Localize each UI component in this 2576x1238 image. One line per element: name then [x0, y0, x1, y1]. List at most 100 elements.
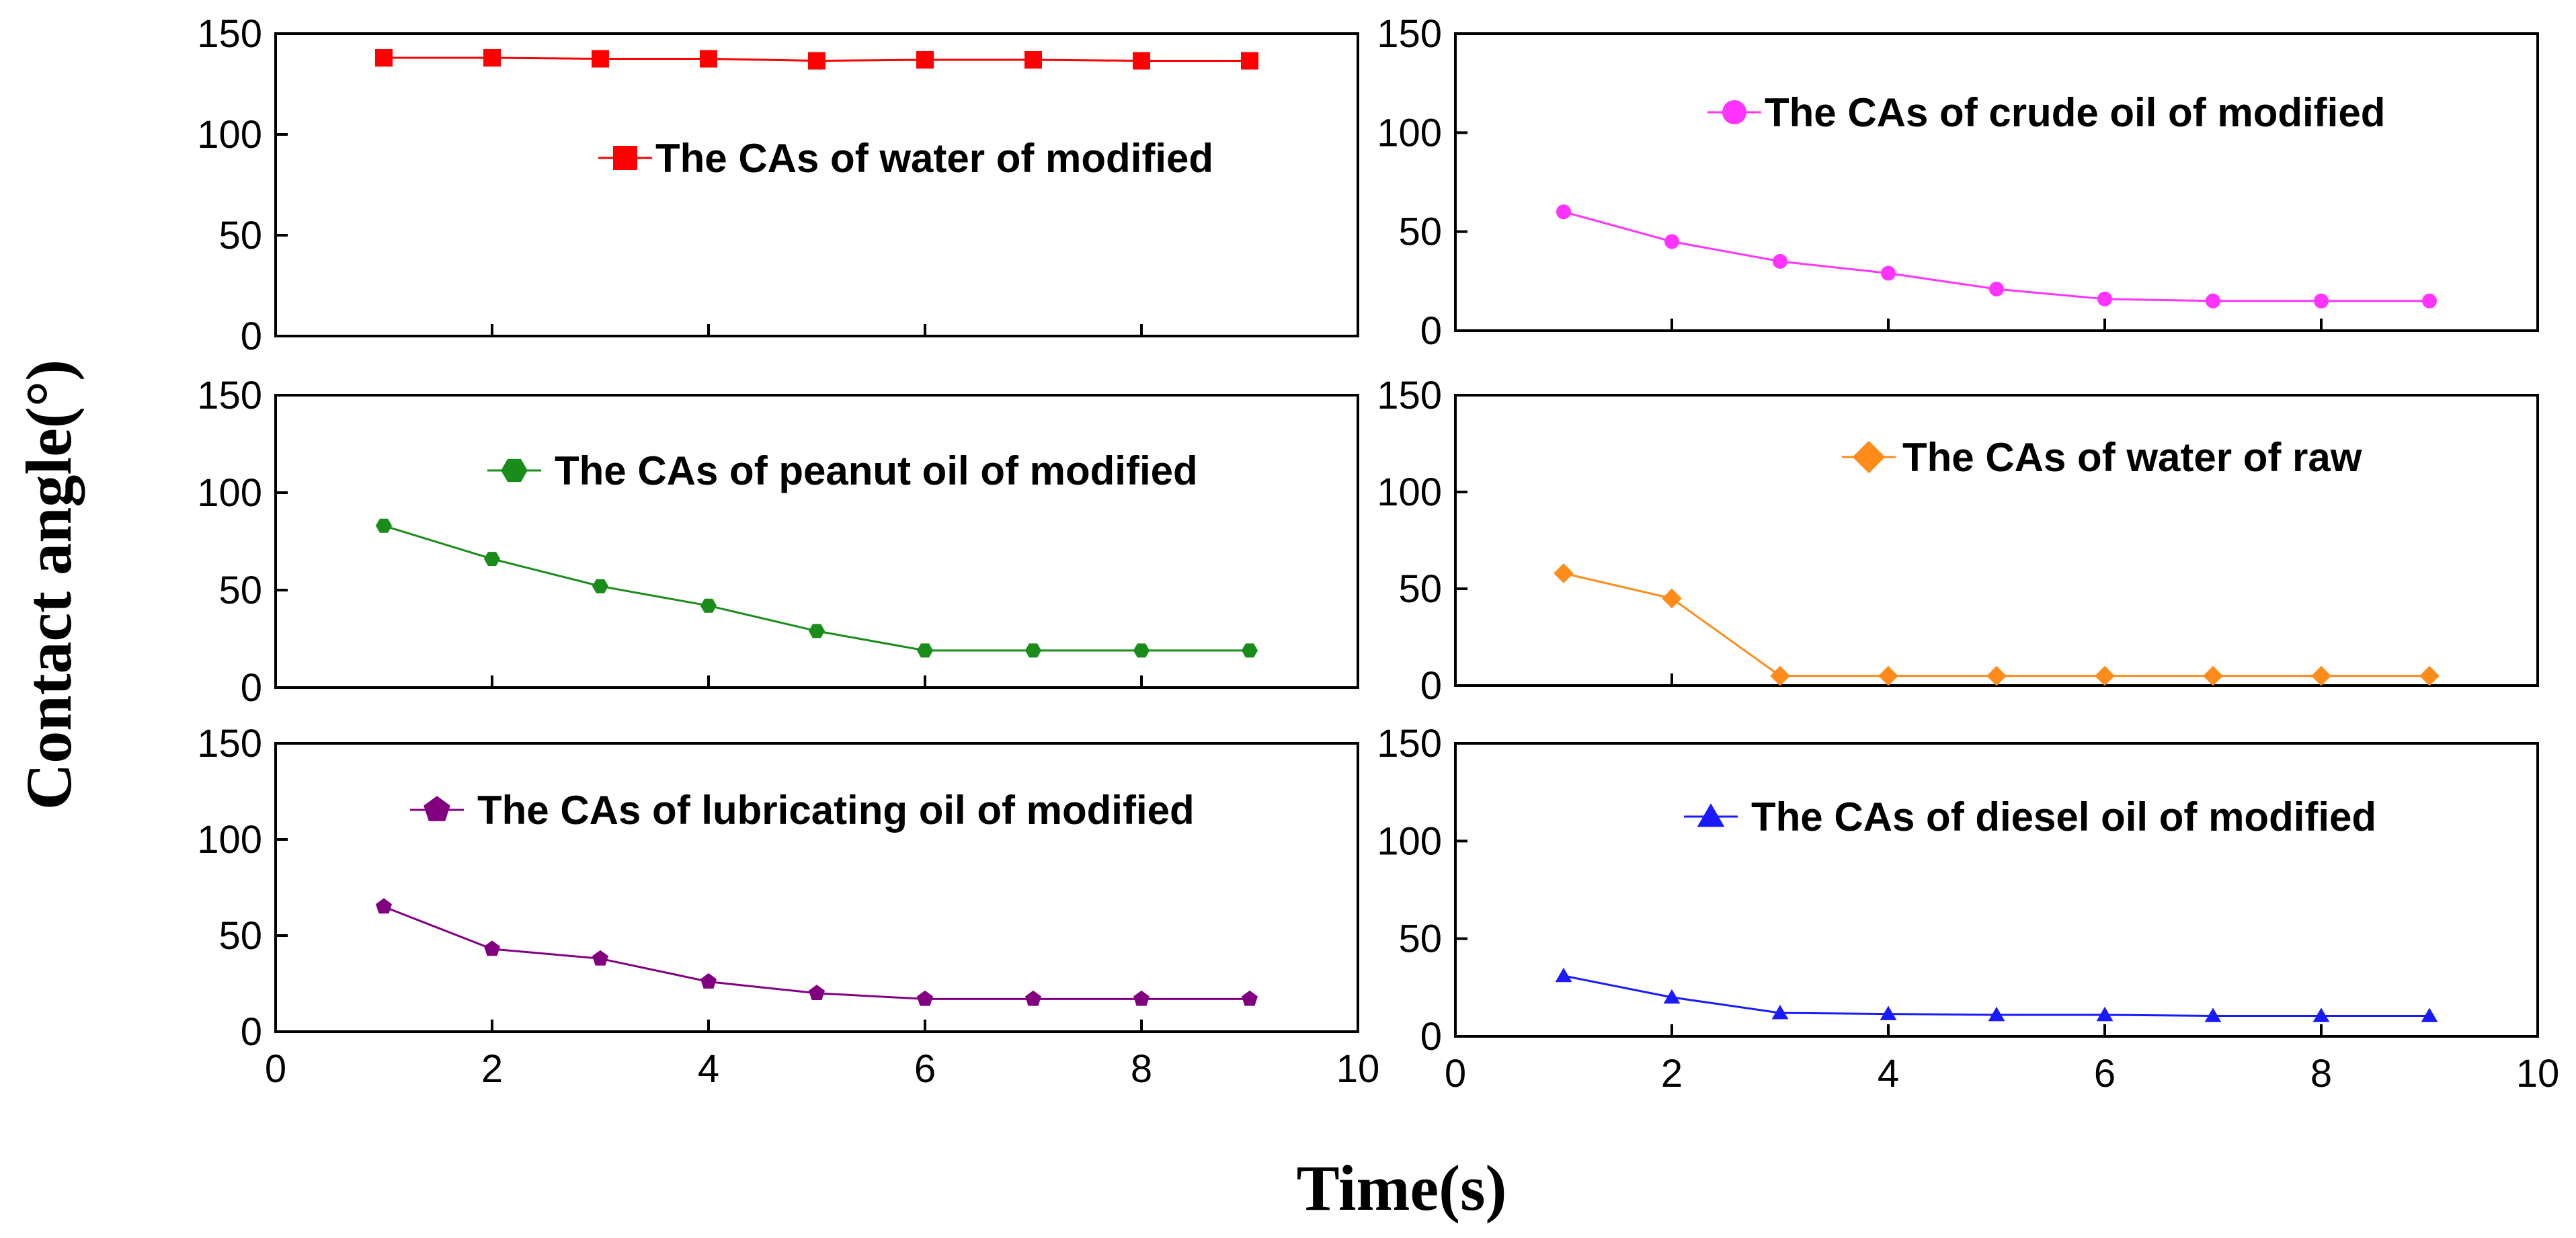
data-point — [376, 898, 392, 914]
data-point — [1024, 51, 1042, 69]
data-point — [1242, 990, 1258, 1006]
legend-marker — [1697, 803, 1725, 827]
y-tick-label: 50 — [218, 214, 262, 257]
plot-frame — [274, 742, 1359, 1033]
data-point — [808, 52, 826, 70]
y-tick-label: 100 — [1377, 111, 1442, 155]
y-tick-label: 100 — [1377, 470, 1442, 514]
legend-label: The CAs of crude oil of modified — [1765, 90, 2385, 135]
data-point — [916, 643, 934, 658]
data-point — [483, 49, 501, 67]
x-tick-label: 2 — [481, 1047, 503, 1091]
legend-label: The CAs of peanut oil of modified — [555, 448, 1198, 493]
data-point — [1988, 1006, 2005, 1022]
legend-marker — [613, 146, 637, 170]
data-point — [484, 940, 500, 956]
legend-marker — [501, 458, 528, 483]
y-tick-label: 0 — [241, 666, 262, 710]
panel-2: 0 50 100 150 The CAs of crude oil of modifie… — [1377, 12, 2539, 353]
data-point — [1025, 990, 1041, 1006]
y-tick-label: 150 — [197, 374, 262, 417]
x-tick-label: 10 — [2516, 1052, 2560, 1096]
data-point — [1664, 234, 1679, 249]
data-point — [2095, 665, 2115, 686]
data-point — [1663, 989, 1681, 1004]
data-point — [1881, 265, 1896, 281]
data-point — [1554, 563, 1574, 583]
data-point — [1989, 282, 2004, 297]
plot-frame — [1454, 32, 2539, 332]
x-tick-label: 8 — [1131, 1047, 1152, 1091]
data-point — [2419, 665, 2440, 686]
y-tick-label: 150 — [1377, 374, 1442, 417]
data-point — [2311, 665, 2331, 686]
legend-label: The CAs of diesel oil of modified — [1751, 794, 2376, 839]
data-point — [2206, 293, 2220, 308]
x-tick-label: 0 — [265, 1047, 286, 1091]
data-point — [1241, 52, 1258, 70]
x-axis-title: Time(s) — [1297, 1152, 1507, 1224]
data-point — [375, 518, 393, 533]
legend-marker — [1722, 100, 1746, 124]
data-point — [2203, 665, 2223, 686]
y-tick-label: 50 — [218, 569, 262, 612]
data-point — [592, 50, 609, 68]
plot-frame — [274, 394, 1359, 689]
panel-4: 0 50 100 150 The CAs of water of raw — [1377, 374, 2539, 708]
data-point — [1986, 665, 2007, 686]
data-point — [808, 624, 826, 638]
data-point — [2421, 1007, 2438, 1022]
data-point — [1133, 52, 1150, 70]
data-point — [1771, 1005, 1789, 1020]
data-point — [2312, 1007, 2330, 1022]
data-point — [809, 985, 825, 1000]
y-tick-label: 150 — [197, 12, 262, 56]
data-point — [592, 950, 608, 966]
data-point — [1133, 990, 1150, 1006]
y-tick-label: 0 — [1420, 309, 1442, 353]
data-point — [1662, 588, 1682, 609]
y-tick-label: 50 — [1398, 567, 1442, 611]
y-tick-label: 0 — [1420, 1015, 1442, 1059]
y-tick-label: 100 — [197, 113, 262, 157]
data-point — [2096, 1006, 2114, 1022]
data-point — [916, 51, 934, 69]
legend-label: The CAs of lubricating oil of modified — [477, 788, 1195, 833]
x-tick-label: 6 — [914, 1047, 936, 1091]
data-point — [592, 579, 609, 593]
data-point — [2314, 293, 2329, 308]
legend-label: The CAs of water of modified — [655, 136, 1213, 181]
legend-marker — [1852, 440, 1886, 474]
panel-5: 0 50 100 150 0 2 4 6 8 10 The CAs of lubricating o… — [197, 722, 1379, 1091]
data-point — [2204, 1007, 2222, 1022]
plot-frame — [1454, 742, 2539, 1038]
y-tick-label: 150 — [197, 722, 262, 766]
data-point — [700, 598, 717, 613]
panel-3: 0 50 100 150 The CAs of peanut oil of modifi… — [197, 374, 1359, 710]
x-tick-label: 10 — [1336, 1047, 1380, 1091]
y-tick-label: 100 — [197, 471, 262, 515]
plot-frame — [274, 32, 1359, 337]
y-tick-label: 150 — [1377, 12, 1442, 56]
data-point — [375, 49, 393, 67]
legend-label: The CAs of water of raw — [1902, 435, 2362, 480]
y-tick-label: 100 — [1377, 819, 1442, 863]
data-point — [1555, 967, 1572, 983]
y-axis-title: Contact angle(°) — [13, 360, 85, 810]
y-tick-label: 0 — [1420, 664, 1442, 708]
x-tick-label: 4 — [698, 1047, 719, 1091]
data-point — [917, 990, 933, 1006]
data-point — [1024, 643, 1042, 658]
data-point — [1133, 643, 1150, 658]
data-point — [1241, 643, 1258, 658]
panel-1: 0 50 100 150 The CAs of water of modified — [197, 12, 1359, 358]
data-point — [1878, 665, 1898, 686]
panel-6: 0 50 100 150 0 2 4 6 8 10 The CAs of diesel oil of… — [1377, 722, 2559, 1096]
data-point — [1773, 253, 1787, 269]
y-tick-label: 50 — [1398, 210, 1442, 254]
data-point — [1770, 665, 1790, 686]
x-tick-label: 6 — [2094, 1052, 2116, 1096]
x-tick-label: 2 — [1661, 1052, 1683, 1096]
data-point — [700, 973, 717, 989]
